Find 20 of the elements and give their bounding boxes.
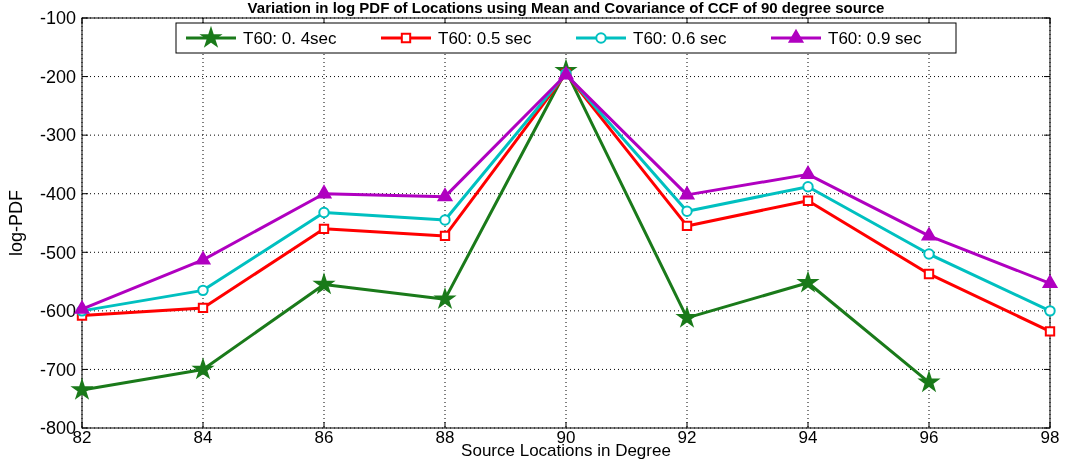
x-tick-label: 94 (798, 428, 818, 447)
legend-label: T60: 0.9 sec (828, 28, 923, 48)
y-axis-title: log-PDF (6, 189, 26, 257)
y-tick-label: -400 (39, 184, 76, 205)
legend-label: T60: 0.6 sec (633, 28, 728, 48)
y-tick-label: -500 (39, 242, 76, 263)
y-tick-label: -200 (39, 66, 76, 87)
x-tick-label: 92 (677, 428, 697, 447)
x-tick-label: 96 (919, 428, 939, 447)
legend-label: T60: 0. 4sec (243, 28, 338, 48)
x-tick-label: 86 (314, 428, 334, 447)
y-tick-label: -600 (39, 301, 76, 322)
x-tick-label: 98 (1040, 428, 1060, 447)
y-tick-label: -700 (39, 359, 76, 380)
y-tick-label: -100 (39, 8, 76, 29)
legend-label: T60: 0.5 sec (438, 28, 533, 48)
y-tick-label: -300 (39, 125, 76, 146)
x-tick-label: 88 (435, 428, 455, 447)
x-tick-label: 84 (193, 428, 213, 447)
chart-title: Variation in log PDF of Locations using Mean and Covariance of CCF of 90 degree source (247, 0, 885, 16)
